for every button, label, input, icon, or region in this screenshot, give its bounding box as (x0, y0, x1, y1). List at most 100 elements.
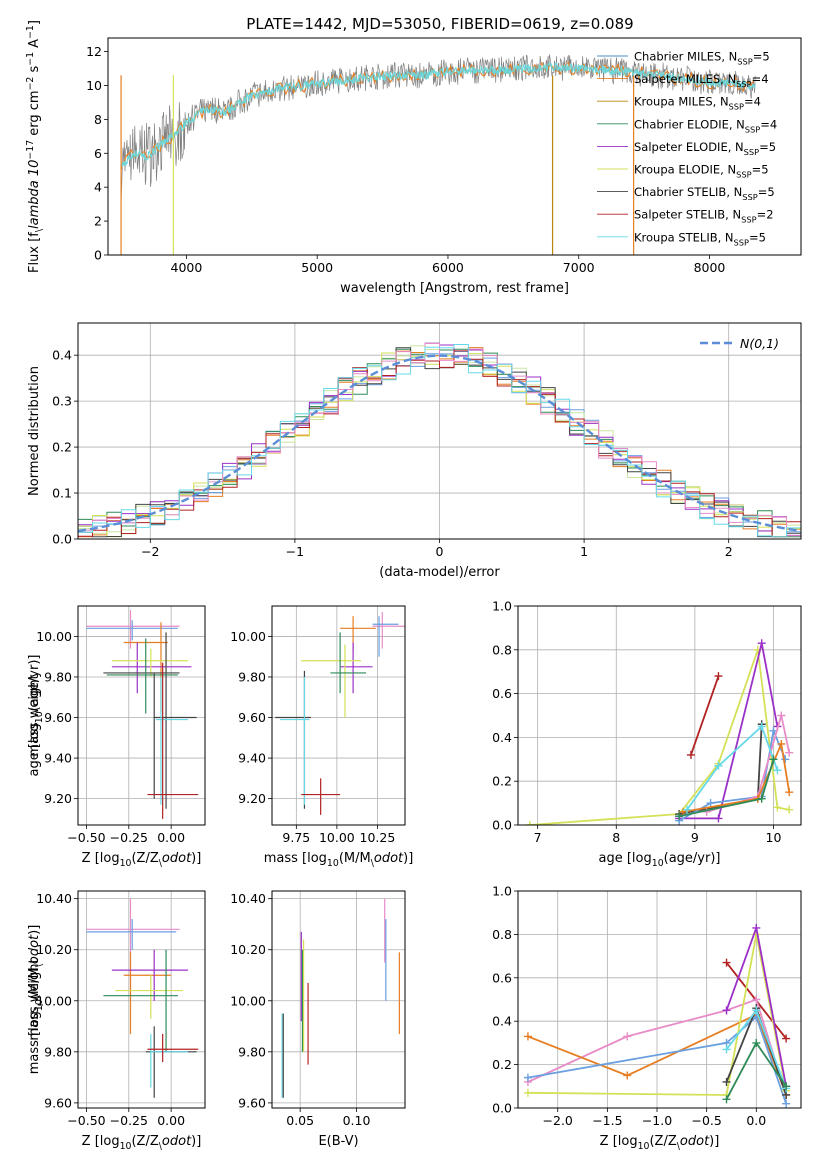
label-part: SSP (742, 192, 757, 202)
weight-point-marker (623, 1071, 632, 1080)
weight-point-marker (722, 958, 731, 967)
x-axis-label: E(B-V) (318, 1134, 358, 1149)
y-tick-label: 0.6 (492, 970, 512, 985)
label-part: (M/M (339, 851, 371, 866)
legend-entry: Chabrier MILES, NSSP=5 (634, 50, 770, 67)
weight-point-marker (752, 1038, 761, 1047)
axes-frame (77, 322, 802, 540)
y-tick-label: 0.4 (52, 348, 72, 363)
label-part: )] (403, 851, 413, 866)
label-part: −2 (25, 77, 36, 91)
label-part: SSP (741, 215, 756, 225)
label-part: Z [log (82, 1134, 120, 1149)
weight-point-marker (675, 812, 684, 821)
weight-point-marker (525, 821, 534, 825)
label-part: (data-model)/error (379, 565, 500, 580)
label-part: (Z/Z (131, 1134, 158, 1149)
weight-point-marker (683, 805, 692, 814)
panel-weight-vs-Z: −2.0 −1.5 −1.0 −0.5 0.0 0.0 0.2 0.4 0.6 0.8 1.0 Z [… (27, 884, 802, 1152)
x-tick-label: 0.00 (157, 830, 185, 845)
x-tick-label: 1 (580, 544, 588, 559)
error-bar-point (147, 662, 199, 819)
error-bar-point (301, 644, 362, 718)
y-tick-label: 9.40 (238, 751, 266, 766)
label-part: \ (159, 1141, 163, 1152)
y-tick-label: 10.00 (36, 629, 72, 644)
error-bar-point (372, 616, 399, 657)
label-part: odot (162, 851, 192, 866)
label-part: 10 (34, 999, 45, 1011)
y-tick-label: 0.0 (52, 532, 72, 547)
label-part: (M/M (27, 967, 42, 999)
panel-age-vs-mass: 9.75 10.00 10.25 9.20 9.40 9.60 9.80 10.00 mass … (230, 605, 413, 869)
x-tick-label: 8000 (694, 260, 726, 275)
plot-area (281, 898, 400, 1098)
histogram-step-line (78, 344, 801, 538)
weight-point-marker (757, 639, 766, 648)
plot-area (86, 898, 199, 1098)
legend-entry: Chabrier ELODIE, NSSP=4 (634, 117, 777, 134)
label-part: 10 (652, 858, 664, 869)
x-tick-label: −1.0 (642, 1113, 672, 1128)
y-tick-label: 10 (86, 78, 102, 93)
weight-point-marker (714, 761, 723, 770)
x-tick-label: −0.25 (110, 830, 148, 845)
y-tick-label: 9.40 (44, 751, 72, 766)
error-bar-point (147, 1033, 199, 1063)
panel-spectrum: 4000 5000 6000 7000 8000 0 2 4 6 8 10 12 wavelength … (25, 20, 802, 296)
label-part: age [log (599, 851, 652, 866)
label-part: )] (27, 925, 42, 935)
plot-area (275, 612, 405, 815)
y-tick-label: 10.00 (230, 629, 266, 644)
error-bar-point (86, 620, 178, 641)
label-part: Chabrier MILES, N (634, 50, 737, 64)
x-tick-label: 0.00 (157, 1113, 185, 1128)
weight-point-marker (706, 799, 715, 808)
weight-point-marker (785, 788, 794, 797)
axes-frame (517, 605, 802, 826)
label-part: SSP (737, 57, 752, 67)
y-axis-label: mass [log10(M/M\odot)] (27, 925, 45, 1075)
weight-series-line (527, 1013, 787, 1096)
weight-point-marker (714, 672, 723, 681)
y-tick-label: 9.20 (238, 791, 266, 806)
label-part: mass [log (27, 1011, 42, 1074)
label-part: =4 (752, 72, 769, 86)
label-part: SSP (734, 237, 749, 247)
y-tick-label: 10.40 (36, 891, 72, 906)
weight-point-marker (722, 1095, 731, 1104)
label-part: odot (374, 851, 404, 866)
axes-frame (107, 37, 802, 256)
x-axis-label: (data-model)/error (379, 565, 500, 580)
y-tick-label: 9.60 (44, 1095, 72, 1110)
label-part: (age/yr)] (27, 655, 42, 712)
error-bar-point (155, 676, 189, 805)
weight-point-marker (773, 766, 782, 775)
plot-area (525, 639, 794, 825)
x-tick-label: 5000 (301, 260, 333, 275)
label-part: \ (34, 963, 45, 967)
label-part: wavelength [Angstrom, rest frame] (340, 281, 569, 296)
x-tick-label: −1 (286, 544, 304, 559)
weight-point-marker (769, 755, 778, 764)
y-tick-label: 9.80 (238, 669, 266, 684)
label-part: E(B-V) (318, 1134, 358, 1149)
label-part: (age/yr)] (664, 851, 721, 866)
weight-point-marker (782, 1034, 791, 1043)
y-tick-label: 10.00 (230, 993, 266, 1008)
x-tick-label: 6000 (432, 260, 464, 275)
label-part: Kroupa STELIB, N (634, 230, 734, 244)
y-tick-label: 9.60 (44, 710, 72, 725)
label-part: SSP (736, 170, 751, 180)
y-tick-label: 0.4 (492, 730, 512, 745)
weight-point-marker (773, 803, 782, 812)
error-bar-point (150, 1033, 189, 1088)
y-tick-label: 1.0 (492, 599, 512, 614)
error-bar-point (115, 975, 183, 1019)
y-tick-label: 0.6 (492, 686, 512, 701)
weight-point-marker (722, 1045, 731, 1054)
axes-frame (77, 890, 206, 1109)
x-tick-label: −0.25 (110, 1113, 148, 1128)
